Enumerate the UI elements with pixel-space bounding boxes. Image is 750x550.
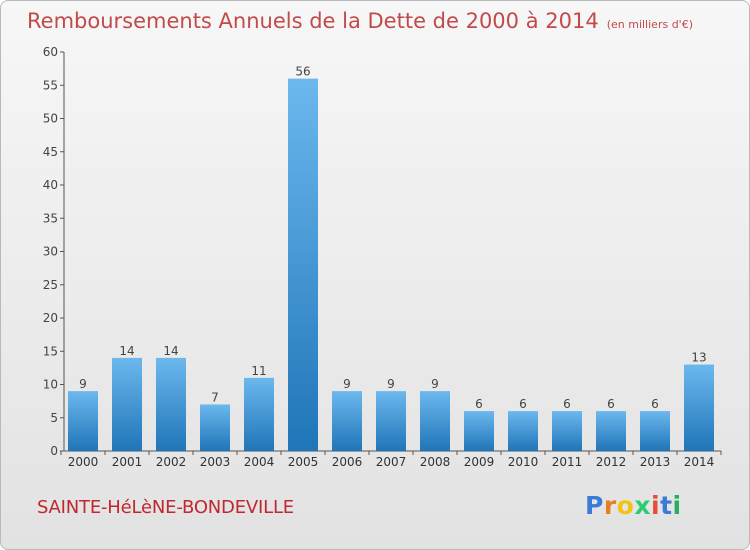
data-label: 56 — [295, 65, 310, 79]
bar — [288, 78, 318, 451]
title-line: Remboursements Annuels de la Dette de 20… — [27, 9, 693, 33]
data-label: 9 — [79, 377, 87, 391]
data-label: 6 — [607, 397, 615, 411]
logo-letter: x — [634, 491, 651, 520]
data-label: 6 — [475, 397, 483, 411]
x-tick-label: 2008 — [420, 455, 451, 469]
x-tick-label: 2007 — [376, 455, 407, 469]
y-tick-label: 25 — [43, 278, 58, 292]
x-tick-label: 2000 — [68, 455, 99, 469]
bar — [684, 364, 714, 451]
bar — [156, 357, 186, 451]
data-label: 13 — [691, 351, 706, 365]
y-tick-label: 50 — [43, 112, 58, 126]
bar — [332, 391, 362, 451]
proxiti-logo: Proxiti — [585, 491, 682, 520]
logo-letter: i — [672, 491, 682, 520]
y-tick-label: 10 — [43, 378, 58, 392]
unit-label: (en milliers d'€) — [606, 18, 693, 31]
logo-letter: t — [660, 491, 673, 520]
data-label: 11 — [251, 364, 266, 378]
data-label: 6 — [651, 397, 659, 411]
bar — [420, 391, 450, 451]
bar — [68, 391, 98, 451]
x-tick-label: 2004 — [244, 455, 275, 469]
x-tick-label: 2003 — [200, 455, 231, 469]
data-label: 9 — [387, 377, 395, 391]
x-tick-label: 2011 — [552, 455, 583, 469]
y-tick-label: 0 — [50, 444, 58, 458]
data-label: 6 — [519, 397, 527, 411]
bar — [112, 357, 142, 451]
bar — [508, 411, 538, 451]
bar — [640, 411, 670, 451]
logo-letter: o — [616, 491, 635, 520]
x-tick-label: 2014 — [684, 455, 715, 469]
y-tick-label: 60 — [43, 45, 58, 59]
data-label: 14 — [163, 344, 178, 358]
y-tick-label: 30 — [43, 245, 58, 259]
x-tick-label: 2001 — [112, 455, 143, 469]
data-label: 9 — [343, 377, 351, 391]
bar — [376, 391, 406, 451]
y-tick-label: 45 — [43, 145, 58, 159]
logo-letter: r — [603, 491, 617, 520]
bar — [244, 377, 274, 451]
logo-letter: i — [651, 491, 661, 520]
bar — [596, 411, 626, 451]
x-tick-label: 2013 — [640, 455, 671, 469]
commune-name: SAINTE-HéLèNE-BONDEVILLE — [37, 497, 294, 518]
x-tick-label: 2006 — [332, 455, 363, 469]
data-label: 6 — [563, 397, 571, 411]
y-tick-label: 15 — [43, 344, 58, 358]
x-tick-label: 2005 — [288, 455, 319, 469]
data-label: 9 — [431, 377, 439, 391]
data-label: 7 — [211, 390, 219, 404]
x-tick-label: 2012 — [596, 455, 627, 469]
x-tick-label: 2009 — [464, 455, 495, 469]
data-label: 14 — [119, 344, 134, 358]
bar — [464, 411, 494, 451]
bar — [200, 404, 230, 451]
y-tick-label: 35 — [43, 211, 58, 225]
bar — [552, 411, 582, 451]
y-tick-label: 20 — [43, 311, 58, 325]
y-tick-label: 5 — [50, 411, 58, 425]
y-tick-label: 55 — [43, 78, 58, 92]
x-tick-label: 2002 — [156, 455, 187, 469]
chart-title: Remboursements Annuels de la Dette de 20… — [27, 9, 599, 33]
y-tick-label: 40 — [43, 178, 58, 192]
x-tick-label: 2010 — [508, 455, 539, 469]
logo-letter: P — [585, 491, 604, 520]
